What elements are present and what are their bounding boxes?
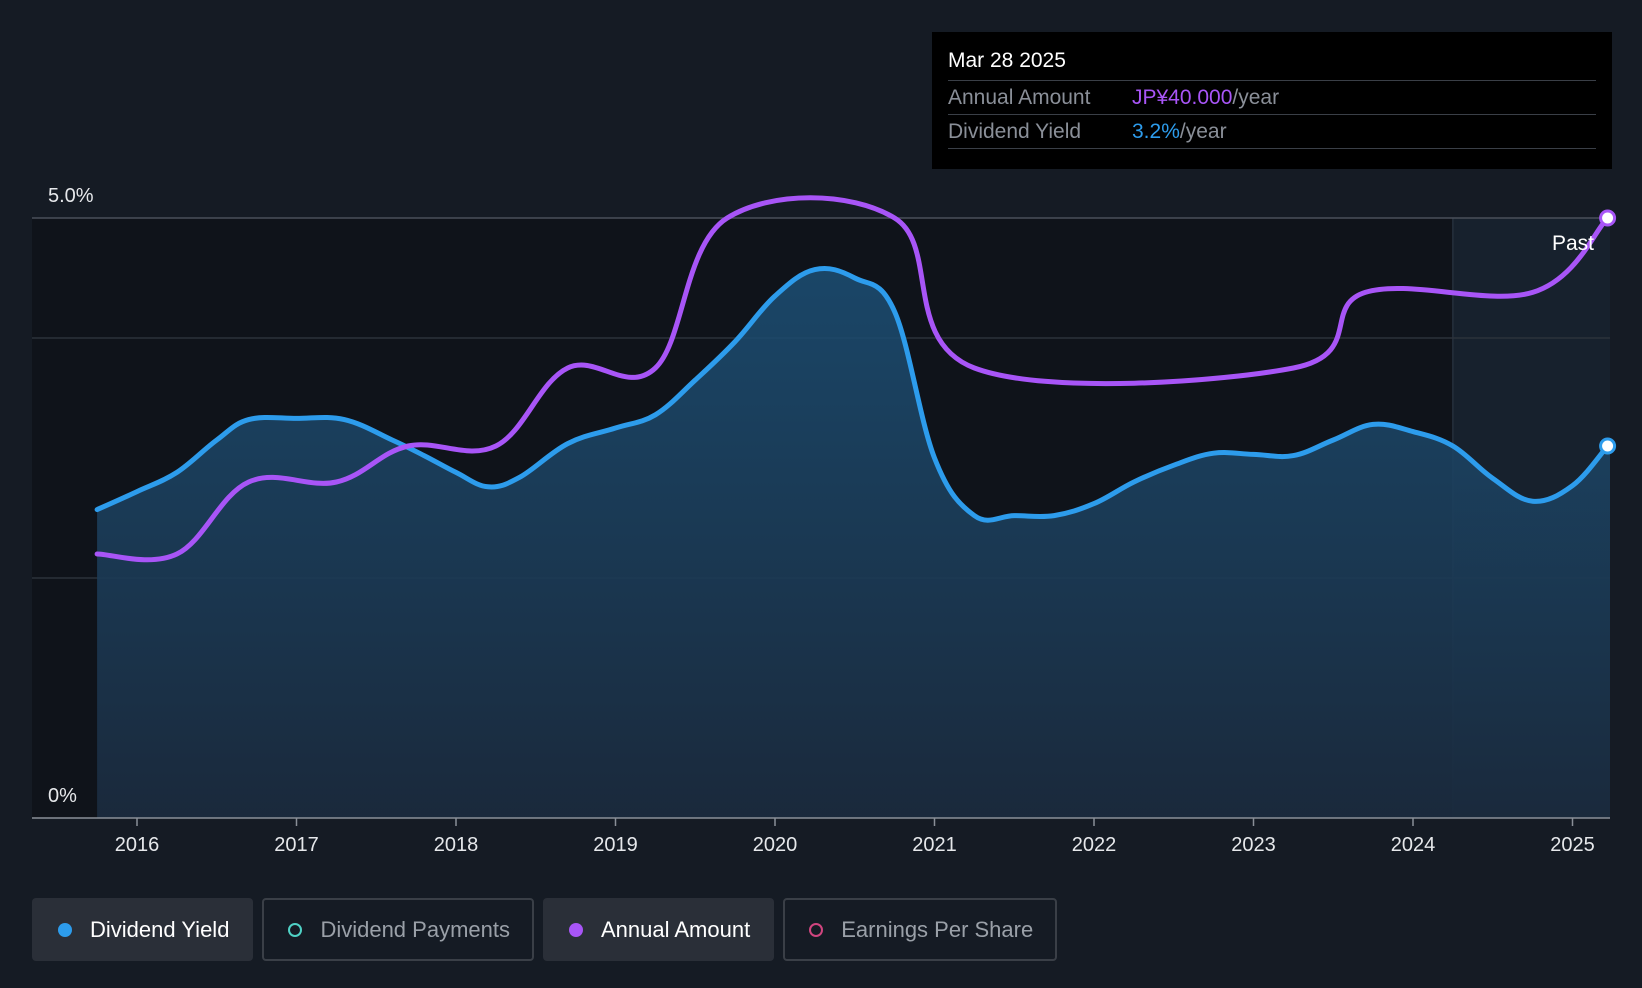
dividend-yield-area [97, 268, 1611, 818]
annual-amount-line [94, 195, 1611, 563]
dividend-yield-end-marker [1599, 437, 1617, 455]
tooltip-unit: /year [1179, 119, 1227, 143]
tooltip-unit: /year [1232, 85, 1280, 109]
x-axis-ticks: 2016 2017 2018 2019 2020 2021 2022 2023 2024 2025 [115, 818, 1595, 856]
legend-dividend-payments[interactable]: Dividend Payments [262, 898, 534, 961]
tooltip: Mar 28 2025 Annual Amount JP¥40.000 /yea… [932, 32, 1612, 169]
x-tick-label: 2017 [274, 834, 319, 856]
tooltip-row-dividend-yield: Dividend Yield 3.2% /year [948, 114, 1596, 149]
dividend-yield-line [94, 265, 1611, 523]
legend-dot-icon [58, 922, 72, 937]
x-tick-label: 2024 [1391, 834, 1436, 856]
legend-earnings-per-share[interactable]: Earnings Per Share [783, 898, 1058, 961]
x-tick-label: 2022 [1072, 834, 1117, 856]
legend: Dividend Yield Dividend Payments Annual … [32, 898, 1058, 961]
tooltip-value: 3.2% [1132, 119, 1180, 143]
legend-dividend-yield[interactable]: Dividend Yield [32, 898, 254, 961]
x-tick-label: 2016 [115, 834, 160, 856]
tooltip-label: Annual Amount [948, 85, 1091, 109]
y-tick-label-min: 0% [48, 785, 77, 807]
legend-annual-amount[interactable]: Annual Amount [542, 898, 775, 961]
legend-label: Dividend Payments [320, 916, 510, 942]
annual-amount-end-marker [1599, 209, 1617, 227]
tooltip-label: Dividend Yield [948, 119, 1082, 143]
past-label: Past [1552, 232, 1594, 255]
tooltip-row-annual-amount: Annual Amount JP¥40.000 /year [948, 80, 1596, 114]
x-tick-label: 2021 [912, 834, 957, 856]
x-tick-label: 2025 [1550, 834, 1595, 856]
x-tick-label: 2023 [1231, 834, 1276, 856]
legend-dot-icon [288, 922, 303, 937]
x-tick-label: 2019 [593, 834, 638, 856]
tooltip-date: Mar 28 2025 [948, 49, 1066, 72]
tooltip-value: JP¥40.000 [1132, 85, 1233, 109]
y-tick-label-max: 5.0% [48, 185, 94, 207]
x-tick-label: 2018 [434, 834, 479, 856]
legend-dot-icon [568, 922, 583, 937]
legend-label: Dividend Yield [90, 916, 230, 942]
legend-dot-icon [809, 922, 824, 937]
legend-label: Annual Amount [600, 916, 751, 942]
legend-label: Earnings Per Share [841, 916, 1034, 942]
x-tick-label: 2020 [753, 834, 798, 856]
